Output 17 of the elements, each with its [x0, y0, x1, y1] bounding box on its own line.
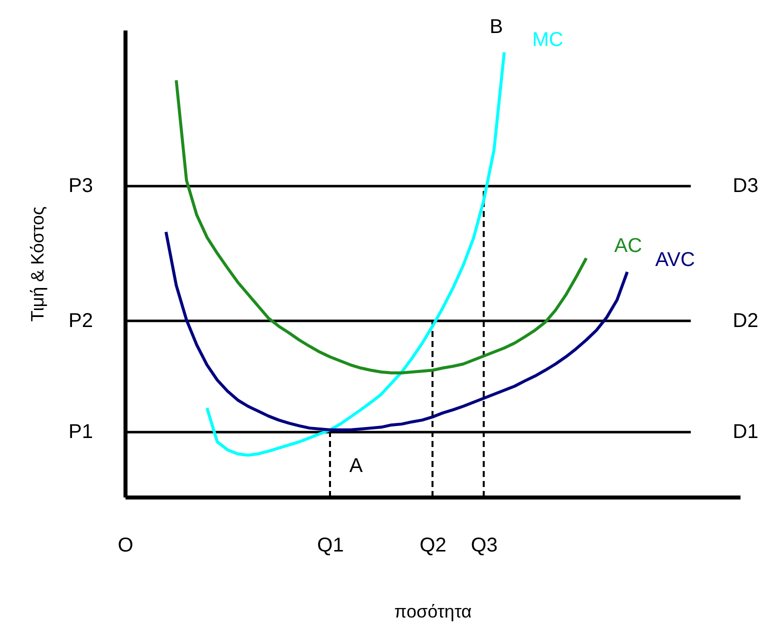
ref-line-label: D1	[732, 421, 758, 444]
x-tick-label: Q3	[470, 534, 498, 556]
annotation: P3	[68, 175, 93, 198]
x-axis-title: ποσότητα	[394, 602, 472, 622]
series-label: AC	[614, 235, 642, 258]
annotation: P2	[68, 310, 93, 332]
text: B	[490, 16, 503, 38]
y-axis-title: Τιμή & Κόστος	[28, 206, 48, 322]
x-tick-label: Q2	[420, 534, 446, 556]
ref-line-label: D3	[732, 175, 758, 198]
x-tick-label: O	[118, 534, 134, 556]
annotation: P1	[68, 421, 93, 444]
x-tick-label: Q1	[317, 534, 344, 556]
series-label: MC	[532, 29, 564, 52]
series-label: AVC	[655, 248, 695, 271]
ref-line-label: D2	[732, 310, 758, 332]
annotation: A	[349, 455, 364, 478]
